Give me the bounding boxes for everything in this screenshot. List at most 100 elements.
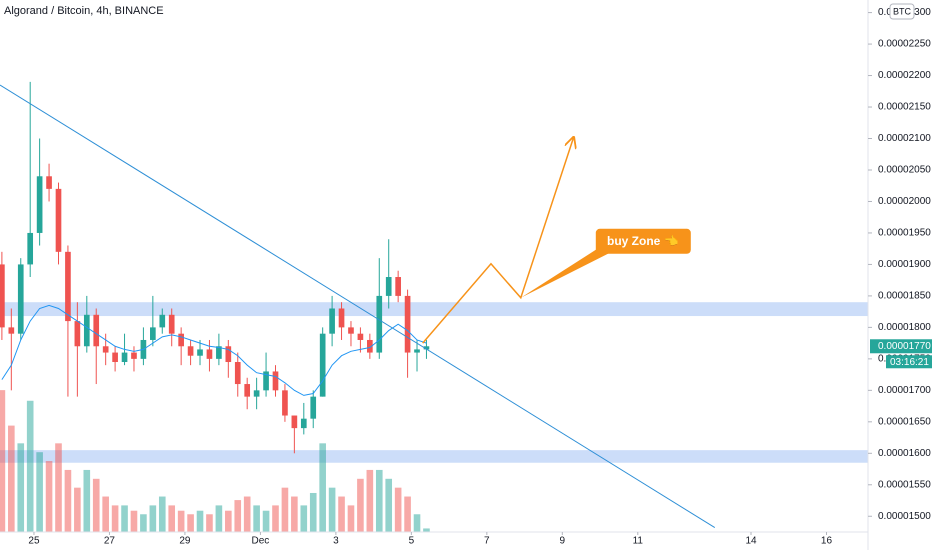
volume-bar: [319, 443, 326, 532]
trendline: [0, 84, 716, 529]
x-tick-label: 5: [409, 536, 415, 547]
candle-body: [206, 349, 213, 359]
volume-bar: [0, 390, 6, 532]
volume-bar: [366, 469, 374, 532]
volume-bar: [55, 443, 62, 532]
volume-bar: [8, 425, 15, 532]
volume-bar: [74, 487, 81, 532]
candle-body: [197, 349, 203, 356]
callout-box: [595, 228, 691, 254]
candle-body: [93, 314, 100, 347]
candle-body: [178, 333, 184, 347]
volume-bar: [17, 443, 25, 532]
y-tick-label: 0.00002200: [878, 70, 931, 81]
volume-bar: [385, 478, 393, 532]
y-tick-label: 0.00002000: [878, 196, 931, 207]
volume-bar: [140, 514, 147, 532]
volume-bar: [394, 487, 402, 532]
candle-body: [385, 277, 392, 296]
volume-bar: [253, 505, 260, 532]
y-tick-label: 0.00001650: [878, 416, 931, 427]
volume-bar: [196, 510, 204, 532]
volume-bar: [83, 469, 91, 532]
zone: [0, 302, 868, 317]
y-tick-label: 0.00001500: [878, 511, 931, 522]
y-tick-label: 0.00002100: [878, 133, 931, 144]
candle-body: [414, 349, 420, 353]
volume-bar: [300, 505, 308, 532]
volume-bar: [413, 514, 421, 532]
volume-bar: [92, 478, 100, 532]
projection-path: [422, 137, 574, 344]
volume-bar: [262, 510, 270, 532]
volume-bar: [291, 496, 298, 532]
x-tick-label: 7: [484, 536, 490, 547]
last-price-tag: [870, 339, 932, 354]
x-tick-label: 27: [104, 536, 116, 547]
candle-body: [291, 415, 298, 429]
volume-bar: [357, 478, 364, 532]
countdown-tag: [886, 355, 932, 369]
candle-body: [187, 346, 194, 356]
candle-body: [244, 384, 251, 397]
candle-body: [282, 390, 288, 416]
volume-bar: [225, 510, 232, 532]
volume-bar: [26, 400, 34, 532]
candle-body: [319, 333, 326, 397]
candle-body: [121, 352, 128, 363]
volume-bar: [328, 487, 336, 532]
candle-body: [272, 371, 279, 391]
volume-bar: [272, 505, 279, 532]
candle-body: [263, 371, 269, 391]
volume-bar: [158, 496, 166, 532]
currency-badge: [889, 3, 915, 20]
candle-body: [348, 327, 354, 334]
volume-bar: [347, 505, 355, 532]
candle-body: [300, 418, 307, 429]
volume-bar: [149, 505, 157, 532]
callout-pointer: [520, 249, 616, 298]
volume-bar: [234, 500, 242, 532]
y-tick-label: 0.00001850: [878, 291, 931, 302]
y-tick-label: 0.00002250: [878, 39, 931, 50]
zone: [0, 450, 868, 463]
candle-body: [55, 188, 62, 252]
y-tick-label: 0.00001900: [878, 259, 931, 270]
candle-body: [357, 333, 364, 340]
countdown-label: 03:16:21: [890, 357, 929, 368]
candle-body: [423, 346, 430, 350]
candle-body: [83, 314, 90, 347]
y-tick-label: 0.00001600: [878, 448, 931, 459]
volume-bar: [168, 505, 176, 532]
y-tick-label: 0.00002050: [878, 165, 931, 176]
candle-body: [159, 314, 166, 328]
candle-body: [65, 251, 71, 322]
moving-average: [1, 304, 427, 396]
candle-body: [36, 176, 43, 233]
y-tick-label: 0.00001700: [878, 385, 931, 396]
candle-body: [329, 308, 335, 334]
y-tick-label: 0.00001950: [878, 228, 931, 239]
candle-body: [27, 232, 34, 265]
chart-title: Algorand / Bitcoin, 4h, BINANCE: [4, 5, 164, 17]
candle-body: [112, 352, 118, 363]
volume-bar: [375, 469, 383, 532]
last-price-label: 0.00001770: [878, 341, 931, 352]
candle-body: [74, 321, 81, 347]
currency-label: BTC: [893, 6, 912, 16]
y-tick-label: 0.00001550: [878, 479, 931, 490]
candle-body: [310, 396, 317, 419]
volume-bar: [45, 461, 53, 532]
candle-body: [338, 308, 345, 328]
candle-body: [376, 295, 383, 353]
candle-body: [168, 314, 175, 334]
candle-body: [102, 346, 109, 353]
x-tick-label: 9: [560, 536, 566, 547]
candle-body: [404, 295, 411, 353]
x-tick-label: 11: [633, 536, 644, 547]
volume-bar: [206, 514, 213, 532]
volume-bar: [215, 505, 223, 532]
x-tick-label: 16: [821, 536, 833, 547]
x-tick-label: 25: [28, 536, 40, 547]
volume-bar: [102, 496, 109, 532]
